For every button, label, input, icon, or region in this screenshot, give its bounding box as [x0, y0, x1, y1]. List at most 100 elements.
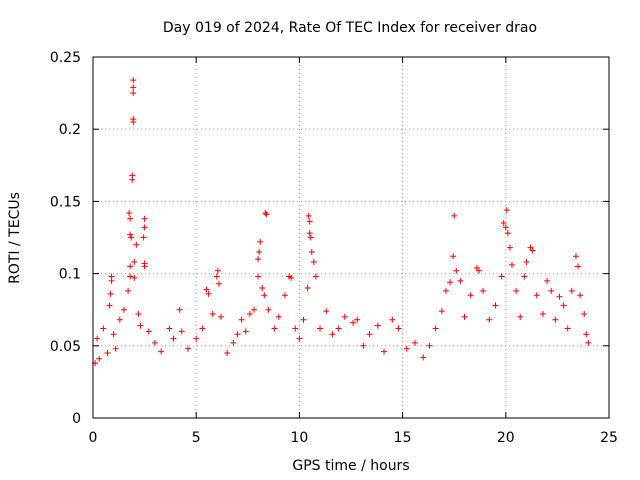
data-point	[257, 238, 264, 245]
data-point	[130, 77, 137, 84]
data-point	[112, 345, 119, 352]
data-point	[110, 331, 117, 338]
data-point	[502, 224, 509, 231]
data-point	[203, 286, 210, 293]
data-point	[307, 234, 314, 241]
data-point	[199, 325, 206, 332]
data-point	[145, 328, 152, 335]
data-point	[426, 342, 433, 349]
data-point	[234, 331, 241, 338]
data-point	[539, 311, 546, 318]
data-point	[447, 279, 454, 286]
data-point	[107, 290, 114, 297]
data-point	[411, 339, 418, 346]
data-point	[504, 230, 511, 237]
data-point	[513, 287, 520, 294]
data-point	[104, 350, 111, 357]
data-point	[256, 248, 263, 255]
data-point	[127, 231, 134, 238]
data-point	[366, 331, 373, 338]
data-point	[389, 316, 396, 323]
data-point	[116, 316, 123, 323]
y-tick-label: 0.2	[59, 122, 81, 138]
data-point	[453, 267, 460, 274]
data-point	[135, 311, 142, 318]
data-point	[451, 212, 458, 219]
data-point	[432, 325, 439, 332]
data-point	[96, 355, 103, 362]
data-point	[141, 224, 148, 231]
data-point	[503, 207, 510, 214]
data-point	[151, 339, 158, 346]
data-point	[242, 328, 249, 335]
x-axis-label: GPS time / hours	[292, 458, 409, 474]
data-point	[548, 287, 555, 294]
data-point	[381, 348, 388, 355]
data-point	[129, 172, 136, 179]
y-tick-label: 0.1	[59, 267, 81, 283]
data-point	[306, 218, 313, 225]
data-point	[304, 285, 311, 292]
data-point	[506, 244, 513, 251]
grid-lines	[93, 57, 609, 418]
data-point	[341, 313, 348, 320]
data-point	[130, 84, 137, 91]
data-point	[480, 287, 487, 294]
data-point	[457, 277, 464, 284]
data-point	[230, 339, 237, 346]
data-point	[265, 306, 272, 313]
y-tick-label: 0.15	[50, 194, 81, 210]
data-point	[335, 325, 342, 332]
data-point	[127, 273, 134, 280]
data-point	[329, 331, 336, 338]
data-point	[308, 248, 315, 255]
data-point	[127, 263, 134, 270]
data-point	[215, 280, 222, 287]
data-point	[467, 292, 474, 299]
data-point	[312, 273, 319, 280]
data-point	[508, 261, 515, 268]
axis-ticks: 0 5 10 15 20 25 0 0.05 0.1 0.15 0.2 0.25	[50, 50, 618, 446]
data-point	[310, 259, 317, 266]
data-point	[420, 354, 427, 361]
y-tick-label: 0.05	[50, 339, 81, 355]
data-point	[262, 209, 269, 216]
x-tick-label: 25	[600, 430, 618, 446]
data-point	[125, 287, 132, 294]
data-point	[442, 287, 449, 294]
data-point	[106, 302, 113, 309]
data-point	[271, 325, 278, 332]
data-point	[568, 287, 575, 294]
data-point	[127, 215, 134, 222]
data-point	[246, 311, 253, 318]
x-tick-label: 10	[290, 430, 308, 446]
data-point	[140, 234, 147, 241]
data-point	[255, 256, 262, 263]
data-point	[131, 259, 138, 266]
data-point	[100, 325, 107, 332]
x-tick-label: 0	[89, 430, 98, 446]
data-point	[395, 325, 402, 332]
data-point	[360, 342, 367, 349]
data-point	[354, 316, 361, 323]
data-point	[213, 273, 220, 280]
data-points	[92, 77, 592, 367]
data-point	[292, 325, 299, 332]
data-point	[529, 247, 536, 254]
data-point	[323, 308, 330, 315]
data-point	[523, 259, 530, 266]
data-point	[259, 285, 266, 292]
data-point	[552, 316, 559, 323]
data-point	[261, 292, 268, 299]
data-point	[300, 316, 307, 323]
data-point	[583, 331, 590, 338]
data-point	[255, 273, 262, 280]
data-point	[317, 325, 324, 332]
data-point	[577, 292, 584, 299]
data-point	[575, 263, 582, 270]
data-point	[403, 345, 410, 352]
data-point	[250, 306, 257, 313]
data-point	[141, 263, 148, 270]
data-point	[130, 90, 137, 97]
data-point	[130, 116, 137, 123]
